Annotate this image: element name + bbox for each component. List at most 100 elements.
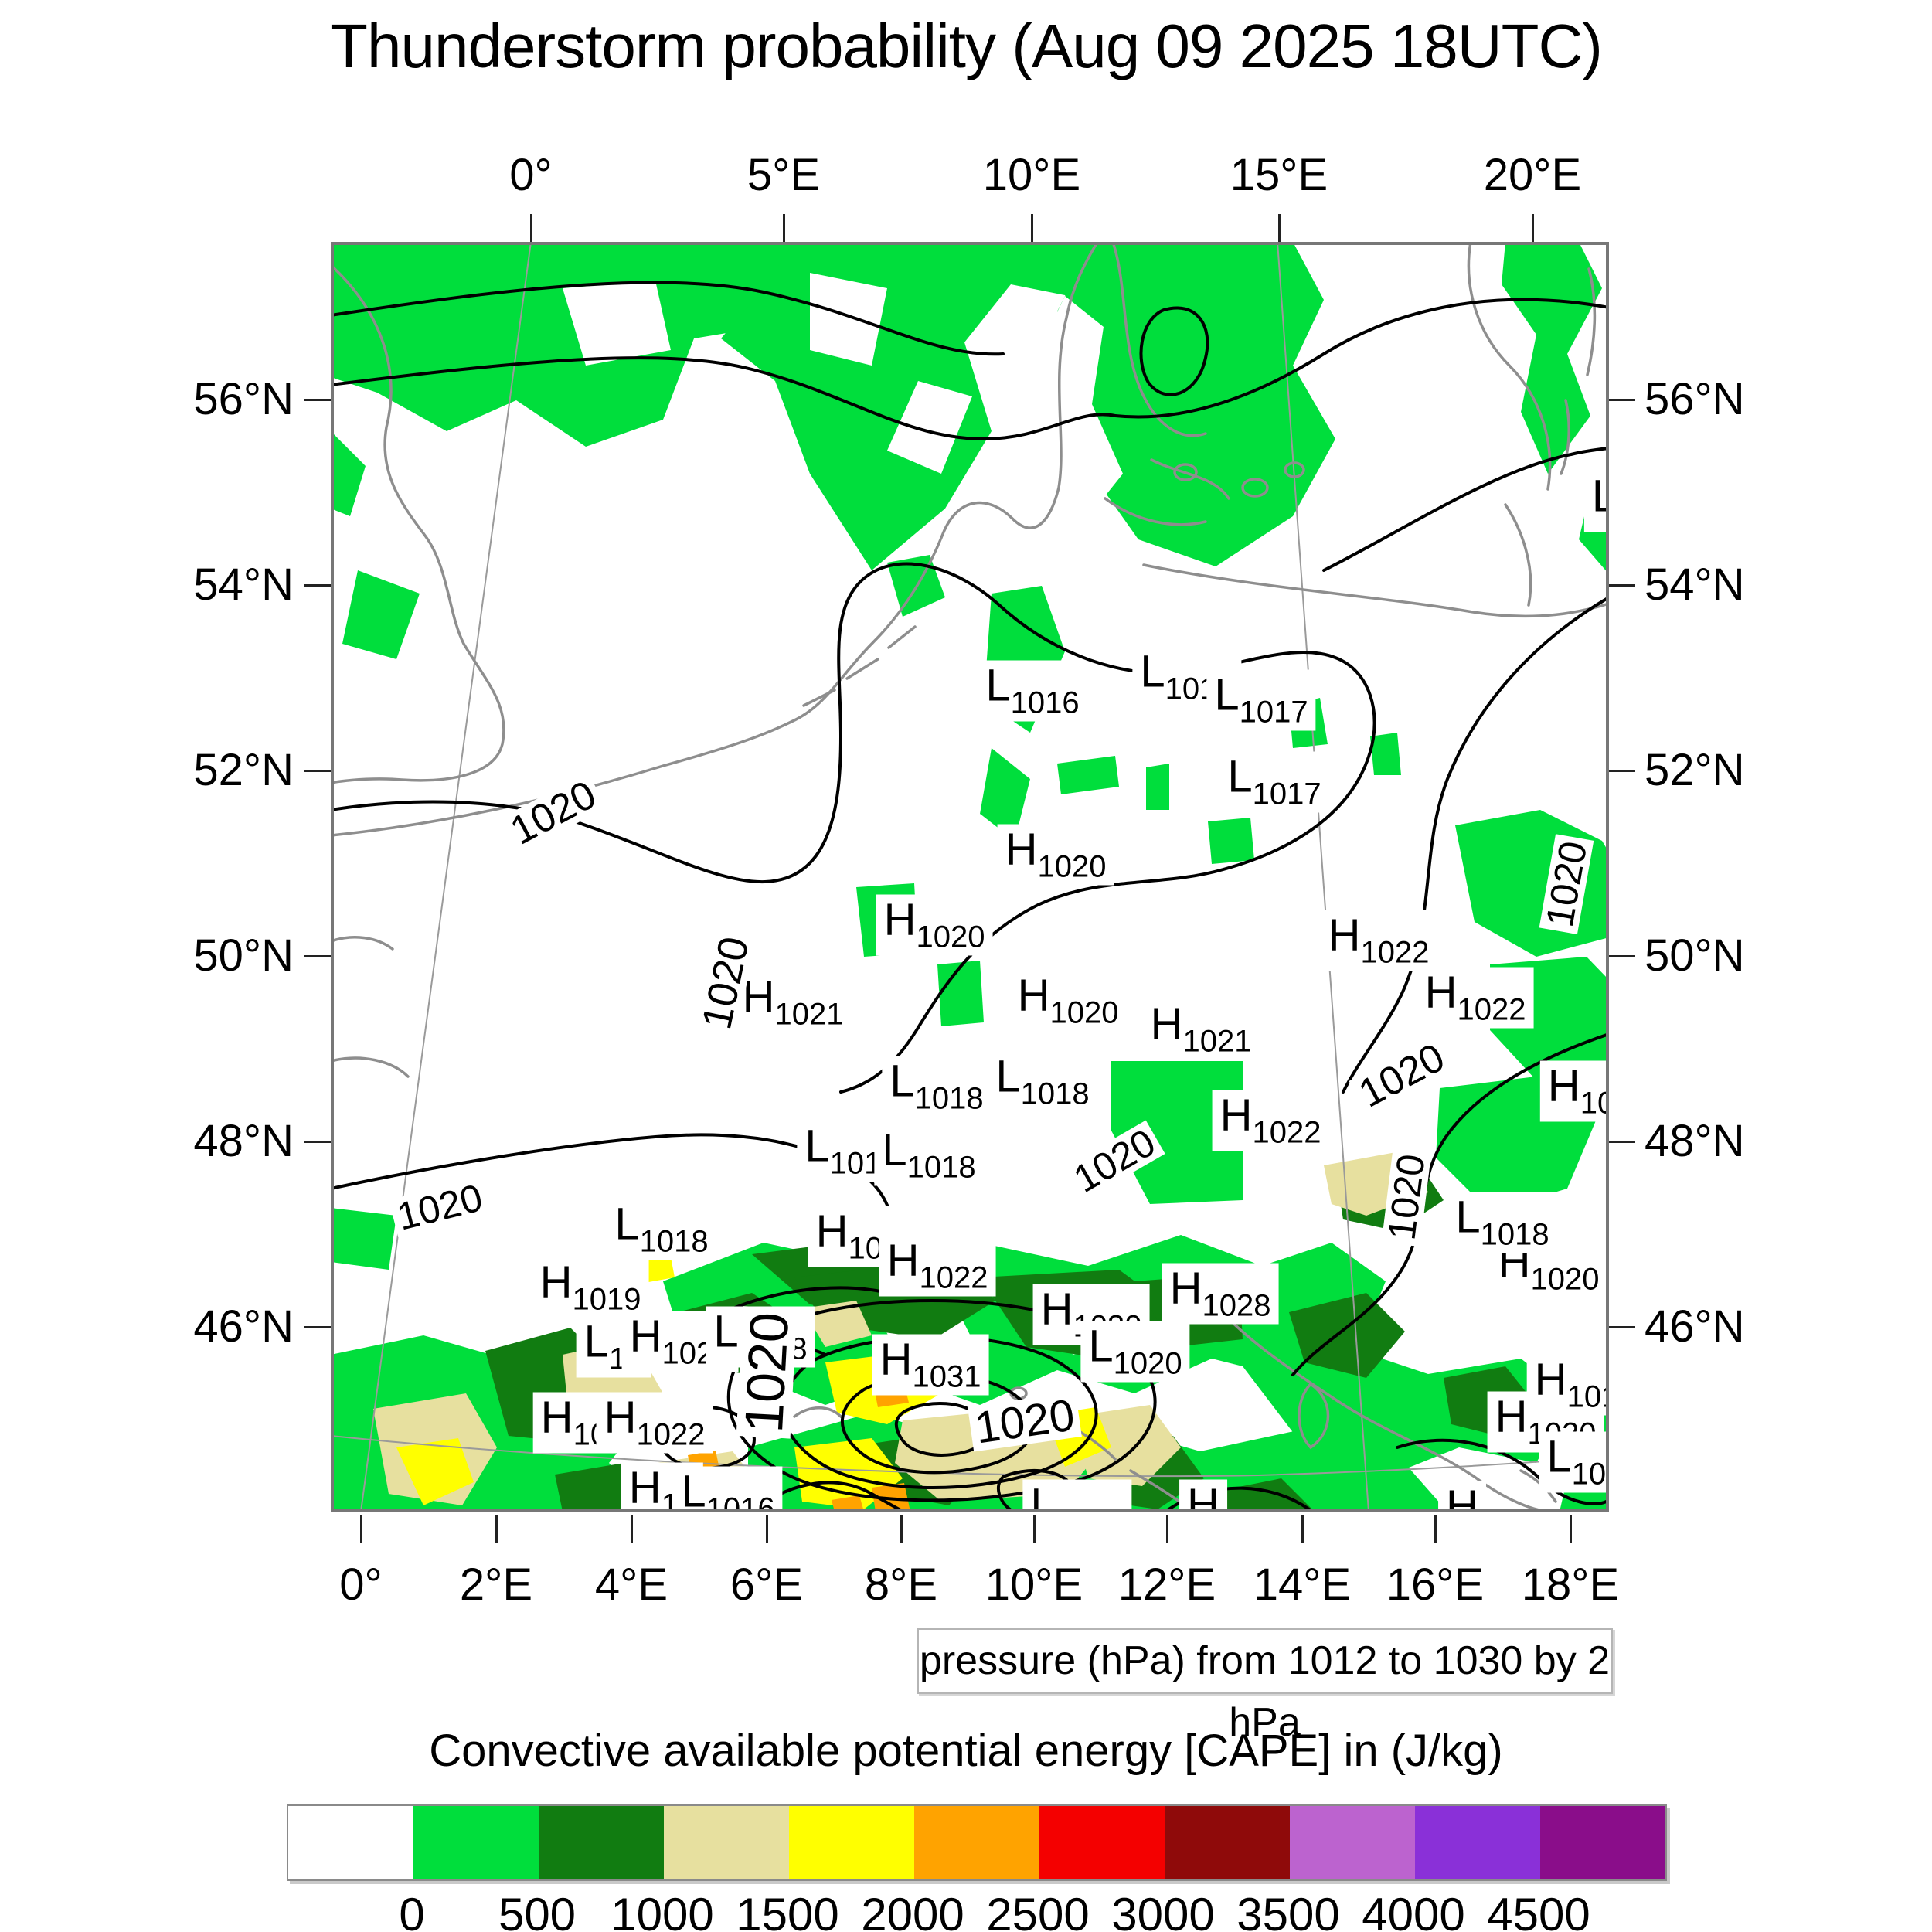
pressure-center-label: H1031 xyxy=(872,1334,989,1396)
pressure-center-label: L1018 xyxy=(882,1056,992,1117)
pressure-center-label: L1017 xyxy=(1219,751,1329,813)
pressure-value: 1022 xyxy=(636,1417,706,1452)
pressure-center-label: H1021 xyxy=(734,971,852,1033)
bottom-tick-mark xyxy=(495,1515,498,1543)
colorbar-segment xyxy=(1290,1806,1415,1879)
colorbar-tick-label: 3000 xyxy=(1111,1889,1215,1932)
pressure-letter: H xyxy=(539,1257,573,1308)
pressure-center-label: L1017 xyxy=(1022,1479,1132,1512)
pressure-letter: H xyxy=(1446,1481,1478,1512)
right-tick-mark xyxy=(1609,1326,1635,1328)
pressure-center-label: H1020 xyxy=(997,824,1114,886)
pressure-letter: L xyxy=(1455,1192,1481,1243)
colorbar-segment xyxy=(413,1806,539,1879)
pressure-value: 1020 xyxy=(1049,995,1119,1030)
pressure-value: 101 xyxy=(1566,1379,1606,1414)
colorbar-segment xyxy=(914,1806,1039,1879)
pressure-letter: H xyxy=(1187,1479,1219,1512)
pressure-letter: H xyxy=(604,1392,637,1443)
pressure-letter: H xyxy=(1495,1391,1528,1442)
pressure-letter: H xyxy=(628,1462,662,1512)
right-tick-mark xyxy=(1609,1141,1635,1143)
pressure-center-label: H1021 xyxy=(1142,998,1260,1060)
pressure-letter: H xyxy=(1005,824,1038,875)
cape-legend-caption: Convective available potential energy [C… xyxy=(429,1726,1503,1776)
colorbar-tick-label: 2000 xyxy=(861,1889,964,1932)
pressure-letter: L xyxy=(583,1316,609,1367)
pressure-value: 1018 xyxy=(914,1081,984,1116)
pressure-letter: L xyxy=(995,1051,1021,1102)
right-tick-label: 52°N xyxy=(1645,745,1745,795)
bottom-tick-mark xyxy=(1301,1515,1304,1543)
pressure-letter: L xyxy=(985,660,1011,711)
pressure-center-label: L1016 xyxy=(673,1466,783,1509)
top-tick-mark xyxy=(1031,214,1033,242)
colorbar-tick-label: 4000 xyxy=(1362,1889,1465,1932)
right-tick-mark xyxy=(1609,770,1635,772)
pressure-center-label: L1020 xyxy=(1080,1321,1190,1383)
pressure-value: 1028 xyxy=(1202,1288,1271,1323)
pressure-value: 1018 xyxy=(1480,1217,1549,1252)
colorbar-segment xyxy=(789,1806,914,1879)
pressure-letter: H xyxy=(883,894,917,945)
colorbar-tick-label: 2500 xyxy=(986,1889,1090,1932)
pressure-center-label: H1022 xyxy=(1320,910,1437,971)
pressure-center-label: L1017 xyxy=(1206,669,1316,731)
map-panel: L1016 L1017 L1017 L1017 H1020 H1020 H1021 H1020… xyxy=(331,242,1609,1512)
top-tick-label: 0° xyxy=(509,150,553,200)
bottom-tick-mark xyxy=(1166,1515,1168,1543)
top-tick-mark xyxy=(1278,214,1281,242)
left-tick-mark xyxy=(304,955,331,957)
pressure-value: 1017 xyxy=(1252,777,1321,811)
bottom-tick-mark xyxy=(900,1515,903,1543)
contour-label: 1020 xyxy=(1379,1147,1434,1247)
colorbar-segment xyxy=(288,1806,413,1879)
pressure-value: 1019 xyxy=(572,1282,641,1317)
pressure-letter: L xyxy=(804,1121,830,1172)
bottom-tick-mark xyxy=(1570,1515,1572,1543)
pressure-value: 1021 xyxy=(1182,1024,1252,1059)
pressure-value: 1031 xyxy=(912,1359,981,1394)
colorbar-tick-label: 1000 xyxy=(611,1889,714,1932)
left-tick-label: 56°N xyxy=(193,374,294,424)
pressure-letter: H xyxy=(1169,1263,1202,1314)
pressure-center-label: L1018 xyxy=(988,1051,1097,1113)
colorbar-tick-label: 4500 xyxy=(1487,1889,1590,1932)
pressure-center-label: H10 xyxy=(1539,1060,1606,1122)
right-tick-label: 56°N xyxy=(1645,374,1745,424)
pressure-letter: H xyxy=(1150,998,1183,1049)
right-tick-label: 50°N xyxy=(1645,930,1745,981)
bottom-tick-label: 2°E xyxy=(459,1560,533,1610)
pressure-letter: L xyxy=(1030,1479,1056,1512)
right-tick-mark xyxy=(1609,955,1635,957)
pressure-value: 1018 xyxy=(1020,1077,1090,1111)
pressure-value: 1020 xyxy=(1113,1346,1182,1381)
left-tick-mark xyxy=(304,1326,331,1328)
pressure-letter: H xyxy=(1424,967,1458,1018)
pressure-value: 1017 xyxy=(1056,1505,1124,1509)
right-tick-mark xyxy=(1609,399,1635,401)
top-tick-mark xyxy=(530,214,532,242)
pressure-note-text: pressure (hPa) from 1012 to 1030 by 2 hP… xyxy=(919,1638,1611,1745)
bottom-tick-mark xyxy=(631,1515,633,1543)
top-tick-label: 10°E xyxy=(982,150,1081,200)
pressure-center-label: L1018 xyxy=(874,1124,984,1186)
contour-label: 1020 xyxy=(733,1306,800,1439)
pressure-center-label: H1020 xyxy=(876,894,993,956)
cape-green-fields xyxy=(334,245,1606,1509)
pressure-letter: H xyxy=(879,1334,913,1385)
pressure-letter: L xyxy=(1227,751,1253,802)
bottom-tick-label: 4°E xyxy=(594,1560,668,1610)
colorbar-tick-label: 0 xyxy=(399,1889,425,1932)
pressure-letter: H xyxy=(1219,1090,1253,1141)
top-tick-label: 5°E xyxy=(747,150,821,200)
colorbar-tick-label: 3500 xyxy=(1236,1889,1340,1932)
pressure-center-label: L1016 xyxy=(978,660,1087,722)
pressure-value: 1020 xyxy=(1037,849,1107,884)
top-tick-mark xyxy=(783,214,785,242)
pressure-value: 1018 xyxy=(639,1224,709,1259)
pressure-value: 1017 xyxy=(1239,695,1308,730)
bottom-tick-label: 6°E xyxy=(730,1560,804,1610)
left-tick-label: 50°N xyxy=(193,930,294,981)
pressure-center-label: H1022 xyxy=(1212,1090,1329,1151)
